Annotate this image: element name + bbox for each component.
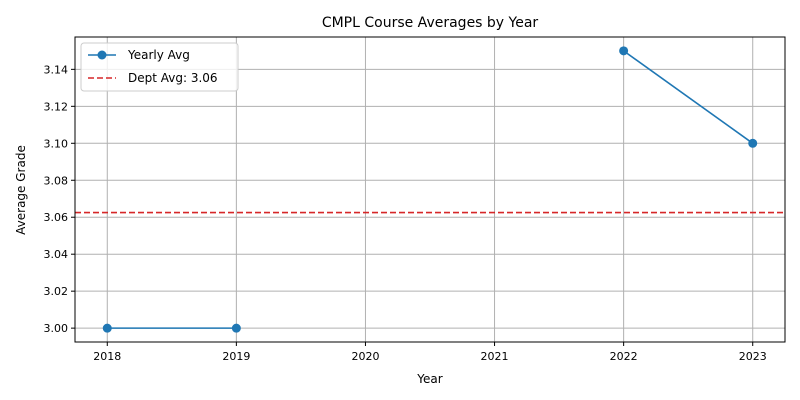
x-tick-label: 2020 [351, 350, 379, 363]
y-tick-label: 3.12 [44, 100, 69, 113]
y-tick-label: 3.06 [44, 211, 69, 224]
y-axis-ticks: 3.00 3.02 3.04 3.06 3.08 3.10 3.12 3.14 [44, 63, 75, 335]
x-tick-label: 2023 [739, 350, 767, 363]
y-tick-label: 3.10 [44, 137, 69, 150]
data-point [748, 138, 758, 148]
series-line [623, 50, 754, 144]
legend-marker-yearly-avg [97, 50, 107, 60]
x-axis-ticks: 2018 2019 2020 2021 2022 2023 [93, 342, 767, 363]
chart-title: CMPL Course Averages by Year [322, 15, 539, 31]
legend-label-yearly-avg: Yearly Avg [127, 48, 190, 62]
y-tick-label: 3.00 [44, 322, 69, 335]
data-point [619, 46, 629, 56]
plot-frame [74, 36, 786, 343]
y-axis-label: Average Grade [14, 145, 28, 235]
y-tick-label: 3.02 [44, 285, 69, 298]
data-point [102, 323, 112, 333]
x-tick-label: 2018 [93, 350, 121, 363]
legend-label-dept-avg: Dept Avg: 3.06 [128, 71, 218, 85]
x-axis-label: Year [416, 372, 442, 386]
legend: Yearly Avg Dept Avg: 3.06 [80, 42, 239, 92]
y-tick-label: 3.14 [44, 63, 69, 76]
x-tick-label: 2021 [481, 350, 509, 363]
legend-box [80, 42, 239, 92]
series [102, 46, 758, 333]
y-tick-label: 3.08 [44, 174, 69, 187]
x-tick-label: 2019 [222, 350, 250, 363]
x-tick-label: 2022 [610, 350, 638, 363]
y-tick-label: 3.04 [44, 248, 69, 261]
data-point [231, 323, 241, 333]
